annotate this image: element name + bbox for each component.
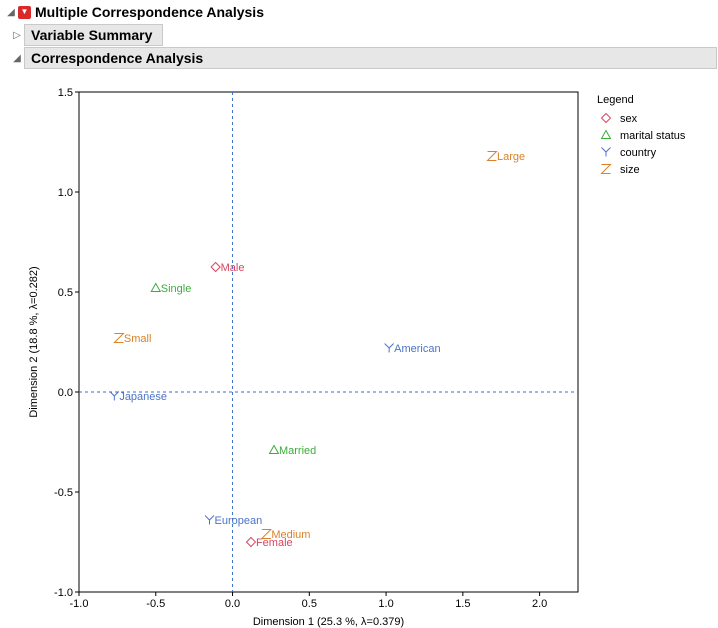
- variable-summary-header[interactable]: ▷ Variable Summary: [10, 24, 163, 46]
- y-tick-label: -0.5: [54, 487, 73, 499]
- legend-z-icon: [600, 164, 612, 174]
- point-marker-medium: [260, 529, 273, 539]
- point-label-male: Male: [221, 262, 245, 274]
- correspondence-analysis-title: Correspondence Analysis: [31, 50, 204, 66]
- point-label-american: American: [394, 343, 440, 355]
- x-tick-label: -0.5: [146, 598, 165, 610]
- point-marker-large: [486, 151, 498, 161]
- legend: Legend sex marital status country size: [597, 94, 686, 176]
- expand-triangle-icon[interactable]: ▷: [13, 29, 21, 41]
- plot-frame: [78, 91, 579, 593]
- legend-diamond-icon: [600, 112, 612, 124]
- x-tick-label: 0.5: [302, 598, 317, 610]
- legend-entry-label: marital status: [620, 130, 686, 142]
- x-axis-label: Dimension 1 (25.3 %, λ=0.379): [253, 616, 404, 628]
- x-tick-label: 2.0: [532, 598, 547, 610]
- x-tick-label: -1.0: [70, 598, 89, 610]
- y-axis-label: Dimension 2 (18.8 %, λ=0.282): [28, 266, 40, 417]
- point-label-european: European: [215, 515, 263, 527]
- collapse-triangle-icon[interactable]: ◢: [13, 52, 21, 64]
- point-label-small: Small: [124, 333, 152, 345]
- mca-title: Multiple Correspondence Analysis: [35, 4, 264, 20]
- mca-panel-header[interactable]: ◢ ▼ Multiple Correspondence Analysis: [4, 2, 714, 22]
- point-marker-male: [210, 261, 221, 273]
- y-tick-label: -1.0: [54, 587, 73, 599]
- y-tick-label: 0.0: [58, 387, 73, 399]
- point-marker-single: [150, 282, 162, 292]
- legend-title: Legend: [597, 94, 634, 106]
- collapse-triangle-icon[interactable]: ◢: [7, 6, 15, 18]
- legend-entry-label: sex: [620, 113, 638, 125]
- point-label-female: Female: [256, 537, 293, 549]
- correspondence-analysis-header[interactable]: ◢ Correspondence Analysis: [10, 47, 717, 69]
- point-label-medium: Medium: [271, 529, 310, 541]
- point-label-japanese: Japanese: [119, 391, 167, 403]
- y-tick-label: 1.0: [58, 187, 73, 199]
- point-marker-american: [384, 343, 395, 353]
- point-label-large: Large: [497, 151, 525, 163]
- legend-entry-label: size: [620, 164, 640, 176]
- x-tick-label: 1.5: [455, 598, 470, 610]
- legend-entry-label: country: [620, 147, 657, 159]
- point-label-single: Single: [161, 283, 192, 295]
- x-tick-label: 0.0: [225, 598, 240, 610]
- point-marker-small: [113, 333, 125, 343]
- point-marker-japanese: [109, 391, 120, 401]
- legend-triangle-icon: [600, 129, 612, 139]
- y-tick-label: 1.5: [58, 87, 73, 99]
- point-marker-female: [245, 536, 257, 548]
- variable-summary-title: Variable Summary: [31, 27, 153, 43]
- red-menu-icon[interactable]: ▼: [18, 5, 31, 19]
- point-label-married: Married: [279, 445, 316, 457]
- legend-y-icon: [601, 147, 611, 157]
- y-tick-label: 0.5: [58, 287, 73, 299]
- point-marker-married: [268, 444, 280, 454]
- point-marker-european: [204, 515, 215, 525]
- x-tick-label: 1.0: [378, 598, 393, 610]
